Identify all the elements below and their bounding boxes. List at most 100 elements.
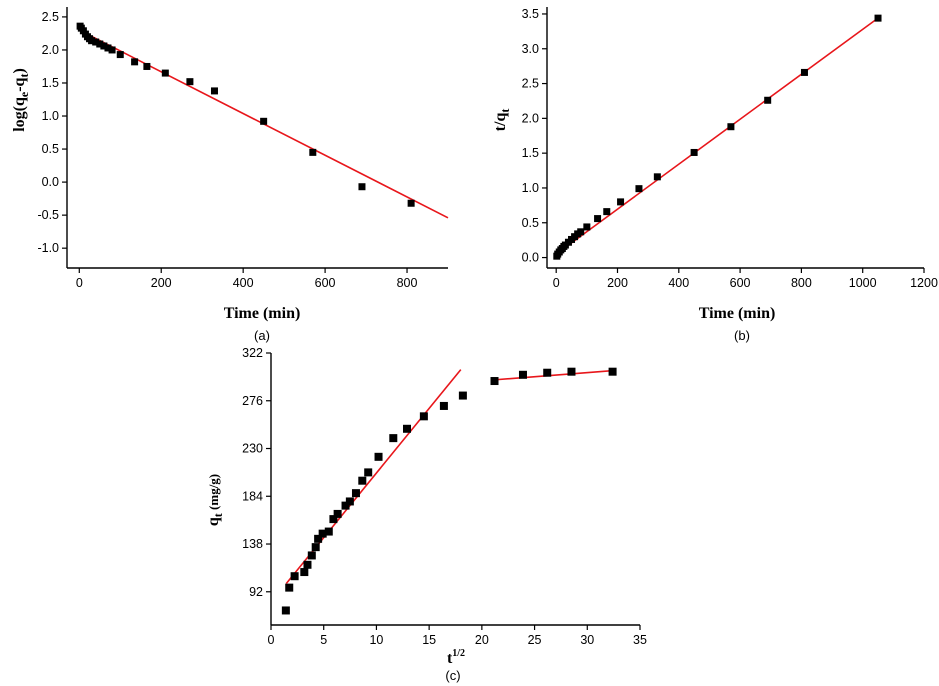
panel-c-data-point	[324, 527, 333, 536]
panel-b-x-tick-label: 600	[730, 276, 751, 290]
panel-c-x-tick-label: 10	[369, 633, 383, 647]
panel-c-y-tick-label: 322	[242, 346, 263, 360]
panel-c-data-point	[285, 583, 294, 592]
panel-a-data-point	[131, 58, 139, 66]
panel-c-data-point	[490, 377, 499, 386]
panel-b-data-point	[690, 148, 698, 156]
panel-a-y-tick-label: 1.0	[42, 109, 59, 123]
panel-b-x-tick-label: 1200	[910, 276, 938, 290]
panel-c-data-point	[341, 501, 350, 510]
panel-a-x-tick-label: 600	[315, 276, 336, 290]
panel-c-x-axis-title: t1/2	[447, 648, 465, 667]
panel-b-y-tick-label: 2.5	[522, 77, 539, 91]
panel-b-x-axis-title: Time (min)	[699, 305, 776, 322]
panel-a-data-point	[260, 117, 268, 125]
panel-a-data-point	[210, 87, 218, 95]
panel-c-data-point	[419, 412, 428, 421]
panel-c-data-point	[567, 367, 576, 376]
panel-a-x-tick-label: 400	[233, 276, 254, 290]
panel-c-data-point	[389, 434, 398, 443]
panel-c-data-point	[518, 370, 527, 379]
panel-c-data-point	[608, 367, 617, 376]
panel-b-y-tick-label: 1.0	[522, 181, 539, 195]
panel-c-x-tick-label: 15	[422, 633, 436, 647]
panel-b-data-point	[603, 208, 611, 216]
panel-b-data-point	[764, 96, 772, 104]
panel-a-x-tick-label: 0	[76, 276, 83, 290]
panel-a-data-point	[161, 69, 169, 77]
panel-b-points	[553, 14, 882, 260]
panel-c-data-point	[439, 401, 448, 410]
panel-c-y-tick-label: 184	[242, 489, 263, 503]
panel-a-y-tick-label: 0.5	[42, 142, 59, 156]
panel-a-data-point	[100, 42, 108, 50]
panel-a-y-tick-label: 2.5	[42, 10, 59, 24]
panel-a-data-point	[108, 46, 116, 54]
panel-c-x-tick-label: 30	[580, 633, 594, 647]
panel-b-data-point	[800, 68, 808, 76]
panel-c-x-tick-label: 0	[268, 633, 275, 647]
panel-a-ticks: 0 200 400 600 800 -1.0 -0.5 0.0 0.5 1.0 1.5 2.0 2.5	[37, 10, 417, 290]
panel-b-data-point	[727, 123, 735, 131]
panel-b-fit-lines	[555, 17, 879, 255]
panel-c-data-point	[303, 560, 312, 569]
panel-c-y-tick-label: 276	[242, 394, 263, 408]
panel-c-fit-line	[492, 369, 614, 381]
panel-b-y-tick-label: 0.0	[522, 251, 539, 265]
panel-a-data-point	[143, 62, 151, 70]
panel-c-data-point	[307, 551, 316, 560]
panel-b-y-tick-label: 3.5	[522, 7, 539, 21]
panel-c-data-point	[543, 368, 552, 377]
panel-a-data-point	[358, 183, 366, 191]
panel-b-x-tick-label: 200	[607, 276, 628, 290]
panel-a-y-tick-label: -1.0	[37, 241, 59, 255]
panel-c-y-tick-label: 230	[242, 442, 263, 456]
panel-b-y-tick-label: 0.5	[522, 216, 539, 230]
panel-c-data-point	[374, 452, 383, 461]
panel-b-x-tick-label: 800	[791, 276, 812, 290]
panel-c-data-point	[333, 509, 342, 518]
panel-a-data-point	[309, 148, 317, 156]
panel-b-y-axis-title: t/qt	[492, 109, 512, 132]
panel-c-ticks: 0 5 10 15 20 25 30 35 92 138 184 230 276 322	[242, 346, 647, 647]
panel-a-x-axis-title: Time (min)	[224, 305, 301, 322]
panel-c-y-tick-label: 138	[242, 537, 263, 551]
panel-b: 0 200 400 600 800 1000 1200 0.0 0.5 1.0 1.5 2.0 2.5 3…	[492, 7, 938, 343]
panel-c-data-point	[314, 534, 323, 543]
panel-c-data-point	[329, 515, 338, 524]
panel-b-x-tick-label: 1000	[849, 276, 877, 290]
panel-c-data-point	[458, 391, 467, 400]
panel-b-data-point	[583, 223, 591, 231]
panel-a-points	[76, 22, 415, 207]
panel-b-data-point	[653, 173, 661, 181]
panel-a-label: (a)	[254, 328, 270, 343]
panel-a-data-point	[104, 44, 112, 52]
panel-a-x-tick-label: 800	[397, 276, 418, 290]
panel-c-points	[281, 367, 617, 615]
panel-c-data-point	[403, 424, 412, 433]
panel-c-fit-line	[285, 369, 462, 585]
panel-a-data-point	[88, 37, 96, 45]
panel-b-data-point	[594, 215, 602, 223]
panel-a-y-tick-label: -0.5	[37, 208, 59, 222]
panel-c-data-point	[351, 489, 360, 498]
panel-c-data-point	[281, 606, 290, 615]
panel-a-data-point	[186, 78, 194, 86]
panel-a: 0 200 400 600 800-1.0-0.50.00.51.01.52.02.5 …	[11, 7, 449, 343]
panel-b-x-tick-label: 400	[668, 276, 689, 290]
panel-c: 0 5 10 15 20 25 30 35 92 138 184 230 276 322 t1/2 qt …	[205, 346, 647, 683]
panel-a-x-tick-label: 200	[151, 276, 172, 290]
panel-a-data-point	[407, 199, 415, 207]
panel-b-data-point	[635, 185, 643, 193]
panel-c-fit-lines	[285, 369, 614, 585]
panel-a-y-axis-title: log(qe-qt)	[11, 68, 31, 132]
panel-c-y-axis-title: qt (mg/g)	[205, 474, 225, 526]
panel-c-data-point	[290, 572, 299, 581]
panel-a-y-tick-label: 2.0	[42, 43, 59, 57]
panel-a-data-point	[92, 38, 100, 46]
panel-c-data-point	[300, 568, 309, 577]
panel-b-x-tick-label: 0	[553, 276, 560, 290]
panel-a-data-point	[96, 40, 104, 48]
panel-c-data-point	[318, 529, 327, 538]
